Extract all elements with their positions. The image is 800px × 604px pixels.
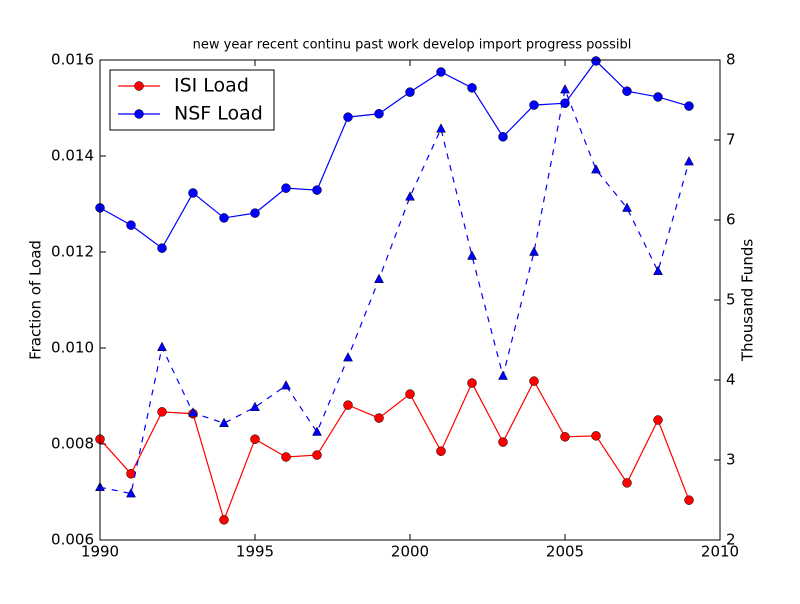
point (529, 246, 539, 256)
y2-axis-label: Thousand Funds (739, 239, 757, 362)
point (436, 123, 446, 133)
y-axis-label: Fraction of Load (27, 240, 45, 360)
y-tick-label: 0.016 (51, 51, 94, 69)
plot-frame (99, 59, 721, 541)
y2-tick-label: 7 (726, 131, 736, 149)
point (188, 407, 198, 417)
y-tick-label: 0.006 (51, 531, 94, 549)
point (219, 213, 229, 223)
chart-title: new year recent continu past work develo… (193, 38, 632, 53)
point (126, 220, 136, 230)
point (684, 156, 694, 166)
point (281, 452, 291, 462)
point (622, 478, 632, 488)
point (591, 431, 601, 441)
y-tick-label: 0.014 (51, 147, 94, 165)
point (374, 109, 384, 119)
point (405, 87, 415, 97)
series-line (99, 379, 690, 522)
point (560, 84, 570, 94)
point (281, 183, 291, 193)
point (343, 352, 353, 362)
point (622, 202, 632, 212)
y-tick-label: 0.012 (51, 243, 94, 261)
point (157, 243, 167, 253)
x-tick-label: 1990 (81, 543, 119, 561)
point (312, 185, 322, 195)
point (405, 389, 415, 399)
point (250, 434, 260, 444)
point (343, 112, 353, 122)
x-tick-label: 2000 (391, 543, 429, 561)
point (653, 415, 663, 425)
x-tick-label: 2005 (546, 543, 584, 561)
point (374, 273, 384, 283)
point (219, 515, 229, 525)
point (529, 376, 539, 386)
point (126, 488, 136, 498)
point (498, 132, 508, 142)
point (622, 86, 632, 96)
y2-tick-label: 6 (726, 211, 736, 229)
point (467, 250, 477, 260)
point (405, 191, 415, 201)
legend-label: ISI Load (174, 75, 249, 97)
point (250, 401, 260, 411)
point (436, 67, 446, 77)
point (591, 56, 601, 66)
point (312, 426, 322, 436)
point (467, 378, 477, 388)
point (560, 98, 570, 108)
x-tick-label: 2010 (701, 543, 739, 561)
point (498, 370, 508, 380)
point (157, 341, 167, 351)
legend-marker (134, 81, 144, 91)
y2-tick-label: 3 (726, 451, 736, 469)
y2-tick-label: 5 (726, 291, 736, 309)
point (653, 265, 663, 275)
point (560, 432, 570, 442)
point (281, 380, 291, 390)
point (343, 400, 353, 410)
x-tick-label: 1995 (236, 543, 274, 561)
point (684, 101, 694, 111)
y2-tick-label: 8 (726, 51, 736, 69)
point (219, 417, 229, 427)
point (498, 437, 508, 447)
y2-tick-label: 2 (726, 531, 736, 549)
point (653, 92, 663, 102)
legend-label: NSF Load (174, 103, 263, 125)
point (684, 495, 694, 505)
legend-marker (134, 109, 144, 119)
point (374, 413, 384, 423)
point (188, 188, 198, 198)
y-tick-label: 0.010 (51, 339, 94, 357)
point (467, 83, 477, 93)
y-tick-label: 0.008 (51, 435, 94, 453)
point (157, 407, 167, 417)
series-line (99, 60, 690, 250)
point (591, 164, 601, 174)
point (436, 446, 446, 456)
point (312, 450, 322, 460)
y2-tick-label: 4 (726, 371, 736, 389)
point (529, 100, 539, 110)
point (250, 208, 260, 218)
legend-box (109, 69, 275, 131)
